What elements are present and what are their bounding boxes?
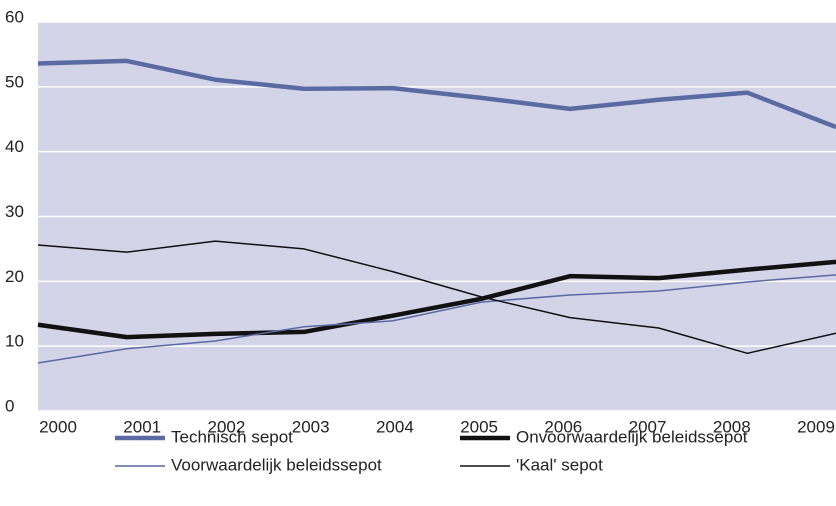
y-tick-label: 50 xyxy=(5,72,24,91)
y-tick-label: 20 xyxy=(5,267,24,286)
x-tick-label: 2001 xyxy=(123,417,161,436)
x-tick-label: 2008 xyxy=(713,417,751,436)
x-tick-label: 2004 xyxy=(376,417,414,436)
series-line xyxy=(37,240,836,355)
y-tick-label: 0 xyxy=(5,396,14,415)
y-tick-label: 40 xyxy=(5,137,24,156)
x-tick-label: 2003 xyxy=(292,417,330,436)
x-tick-label: 2002 xyxy=(208,417,246,436)
x-tick-label: 2000 xyxy=(39,417,77,436)
legend-label: 'Kaal' sepot xyxy=(516,455,603,474)
y-tick-label: 30 xyxy=(5,202,24,221)
legend-label: Onvoorwaardelijk beleidssepot xyxy=(516,427,748,446)
y-tick-label: 60 xyxy=(5,7,24,26)
legend-label: Voorwaardelijk beleidssepot xyxy=(171,455,382,474)
x-tick-label: 2006 xyxy=(544,417,582,436)
series-line xyxy=(37,58,836,130)
x-tick-label: 2009 xyxy=(797,417,835,436)
y-tick-label: 10 xyxy=(5,332,24,351)
legend-label: Technisch sepot xyxy=(171,427,293,446)
series-line xyxy=(37,259,836,340)
series-line xyxy=(37,274,836,364)
x-tick-label: 2007 xyxy=(629,417,667,436)
x-tick-label: 2005 xyxy=(460,417,498,436)
